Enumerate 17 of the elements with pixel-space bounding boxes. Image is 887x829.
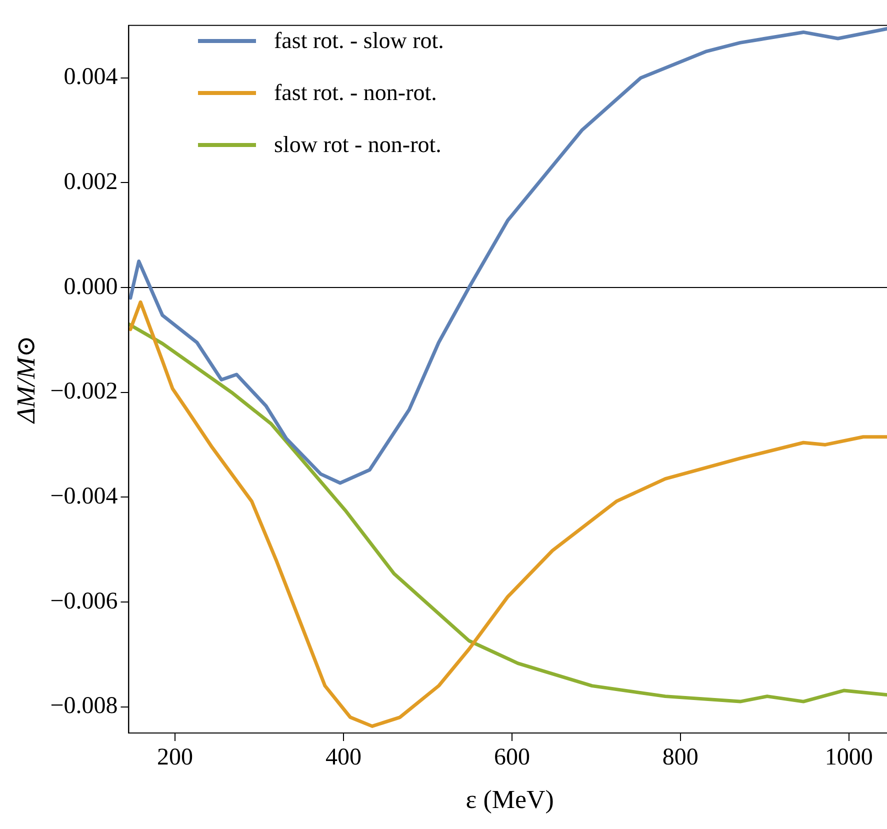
y-tick-label: 0.004 <box>64 64 118 90</box>
x-axis-title: ε (MeV) <box>466 785 554 814</box>
legend-label: slow rot - non-rot. <box>274 132 442 158</box>
x-tick-label: 600 <box>494 744 530 771</box>
legend-label: fast rot. - slow rot. <box>274 28 444 54</box>
y-tick-label: −0.008 <box>50 693 118 720</box>
y-tick-label: 0.002 <box>64 168 118 195</box>
y-tick-label: −0.004 <box>50 483 118 510</box>
x-tick-label: 400 <box>326 744 362 771</box>
y-tick-label: −0.002 <box>50 378 118 405</box>
legend-label: fast rot. - non-rot. <box>274 80 437 106</box>
x-tick-label: 200 <box>157 744 194 771</box>
y-tick-label: −0.006 <box>50 588 118 614</box>
x-tick-label: 800 <box>662 744 698 771</box>
y-axis-title: ΔM/M⊙ <box>11 335 40 424</box>
x-tick-label: 1000 <box>824 744 873 771</box>
y-tick-label: 0.000 <box>64 274 118 300</box>
